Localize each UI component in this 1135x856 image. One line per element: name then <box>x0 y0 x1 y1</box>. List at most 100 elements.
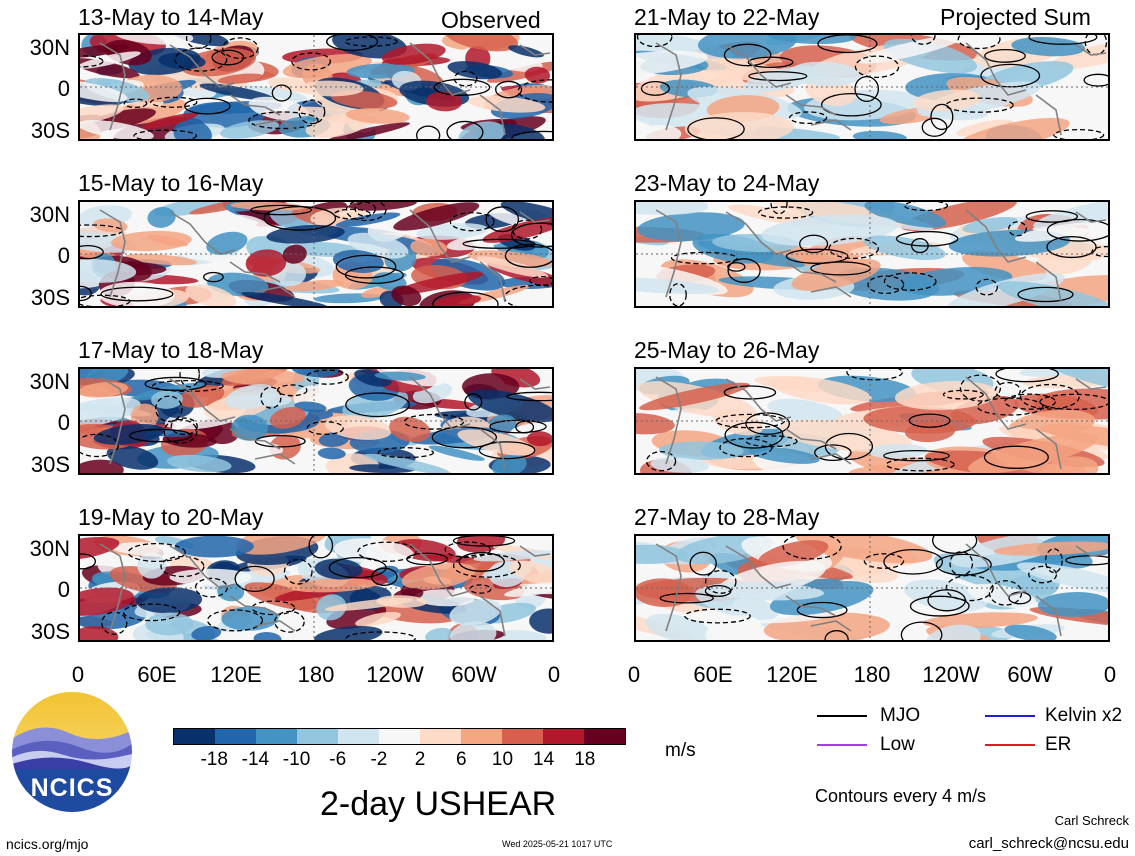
coastline <box>169 44 236 88</box>
shear-anomaly-blob <box>93 423 165 445</box>
shear-anomaly-blob <box>327 122 410 139</box>
mjo-contour <box>510 222 552 248</box>
mjo-contour <box>640 81 670 96</box>
colorbar-label: 14 <box>533 749 555 770</box>
map-panel-proj-1 <box>634 33 1110 141</box>
y-tick-30s: 30S <box>30 452 70 477</box>
mjo-contour <box>883 272 937 291</box>
mjo-contour <box>504 243 552 268</box>
mjo-contour <box>854 55 900 78</box>
mjo-contour <box>344 36 398 47</box>
panel-title: 27-May to 28-May <box>634 504 820 530</box>
main-title: 2-day USHEAR <box>320 785 557 823</box>
coastline <box>655 209 682 298</box>
mjo-contour <box>248 111 319 130</box>
mjo-contour <box>984 48 1026 63</box>
coastline <box>479 261 506 303</box>
colorbar-label: -6 <box>329 749 347 770</box>
panel-title: 25-May to 26-May <box>634 337 820 363</box>
shear-anomaly-blob <box>314 558 363 580</box>
coastline <box>519 378 551 390</box>
shear-anomaly-blob <box>83 77 150 102</box>
mjo-contour <box>669 283 687 306</box>
mjo-contour <box>727 258 761 283</box>
mjo-contour <box>495 80 523 99</box>
shear-anomaly-blob <box>1011 37 1086 57</box>
coastline <box>965 376 1027 430</box>
mjo-contour <box>274 610 305 633</box>
shear-anomaly-blob <box>325 597 414 612</box>
coastline <box>785 428 837 450</box>
mjo-contour <box>80 285 92 302</box>
logo-text: NCICS <box>31 774 114 802</box>
mjo-contour <box>308 536 334 559</box>
shear-anomaly-blob <box>297 80 364 97</box>
colorbar <box>173 728 626 745</box>
y-tick-0: 0 <box>57 243 70 268</box>
x-tick-60e: 60E <box>137 662 177 687</box>
shear-anomaly-blob <box>206 231 248 255</box>
y-tick-30s: 30S <box>30 285 70 310</box>
shear-anomaly-blob <box>962 250 1047 282</box>
shear-anomaly-blob <box>863 235 946 260</box>
mjo-contour <box>748 71 808 82</box>
legend-kelvin-line <box>985 715 1035 717</box>
coastline <box>1075 211 1107 223</box>
contour-note: Contours every 4 m/s <box>815 786 987 806</box>
shear-anomaly-blob <box>444 35 519 52</box>
mjo-contour <box>462 238 536 249</box>
shear-anomaly-blob <box>962 216 1018 233</box>
shear-anomaly-blob <box>529 608 552 634</box>
mjo-contour <box>211 49 245 66</box>
shear-anomaly-blob <box>967 583 1037 609</box>
coastline <box>99 209 126 298</box>
map-panel-obs-3 <box>78 367 554 475</box>
mjo-contour <box>883 449 950 462</box>
shear-anomaly-blob <box>504 577 552 597</box>
mjo-contour <box>506 391 552 402</box>
map-panel-obs-4 <box>78 534 554 642</box>
mjo-contour <box>511 219 543 240</box>
legend-mjo-line <box>817 715 867 717</box>
mjo-contour <box>250 204 313 216</box>
x-tick-180: 180 <box>853 662 891 687</box>
author-email[interactable]: carl_schreck@ncsu.edu <box>968 835 1129 852</box>
y-tick-30n: 30N <box>29 202 70 227</box>
shear-anomaly-blob <box>191 625 222 640</box>
map-field <box>636 369 1108 473</box>
colorbar-label: 10 <box>491 749 514 770</box>
mjo-contour <box>747 56 794 69</box>
mjo-contour <box>452 536 516 547</box>
mjo-contour <box>511 130 552 139</box>
mjo-contour <box>185 35 212 49</box>
units-label: m/s <box>665 740 696 761</box>
shear-anomaly-blob <box>495 55 543 72</box>
shear-anomaly-blob <box>169 568 252 586</box>
map-field <box>80 369 552 473</box>
shear-anomaly-blob <box>269 406 306 429</box>
shear-anomaly-blob <box>220 120 279 139</box>
shear-anomaly-blob <box>158 52 206 70</box>
shear-anomaly-blob <box>110 230 192 252</box>
shear-anomaly-blob <box>142 112 199 129</box>
website-link[interactable]: ncics.org/mjo <box>6 836 89 852</box>
shear-anomaly-blob <box>428 445 485 461</box>
shear-anomaly-blob <box>650 457 709 473</box>
mjo-contour <box>1044 548 1063 574</box>
mjo-contour <box>724 421 784 449</box>
shear-anomaly-blob <box>345 108 410 124</box>
shear-anomaly-blob <box>848 449 960 473</box>
coastline <box>1035 94 1062 136</box>
mjo-contour <box>910 35 936 45</box>
mjo-contour <box>931 536 978 554</box>
map-panel-proj-4 <box>634 534 1110 642</box>
mjo-contour <box>911 238 929 254</box>
mjo-contour <box>163 419 198 444</box>
shear-anomaly-blob <box>636 125 682 139</box>
mjo-contour <box>949 551 974 576</box>
mjo-contour <box>433 78 491 96</box>
mjo-contour <box>723 385 777 400</box>
colorbar-swatch <box>256 729 297 744</box>
mjo-contour <box>133 129 198 139</box>
mjo-contour <box>449 212 495 232</box>
